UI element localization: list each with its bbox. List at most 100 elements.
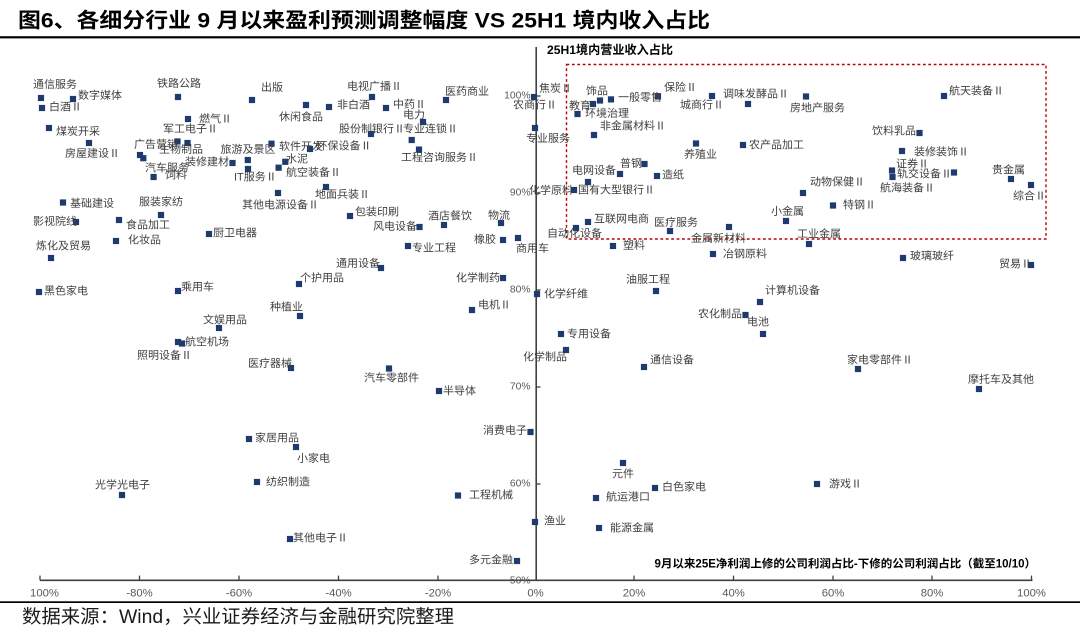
svg-text:能源金属: 能源金属	[610, 522, 654, 535]
svg-text:化学纤维: 化学纤维	[544, 288, 588, 301]
svg-text:塑料: 塑料	[623, 239, 645, 252]
svg-text:元件: 元件	[612, 468, 634, 481]
svg-text:化学制药: 化学制药	[456, 272, 500, 285]
svg-text:水泥: 水泥	[286, 153, 308, 166]
svg-text:纺织制造: 纺织制造	[266, 476, 310, 489]
svg-text:通信设备: 通信设备	[650, 354, 694, 367]
svg-text:证券Ⅱ: 证券Ⅱ	[896, 158, 929, 171]
svg-text:教育: 教育	[569, 100, 591, 113]
svg-text:照明设备Ⅱ: 照明设备Ⅱ	[137, 349, 192, 362]
svg-text:图6、各细分行业 9 月以来盈利预测调整幅度 VS 25H1: 图6、各细分行业 9 月以来盈利预测调整幅度 VS 25H1 境内收入占比	[18, 9, 710, 33]
svg-text:电视广播Ⅱ: 电视广播Ⅱ	[347, 80, 402, 93]
svg-text:小金属: 小金属	[771, 205, 804, 218]
svg-text:个护用品: 个护用品	[300, 272, 344, 285]
svg-text:100%: 100%	[1017, 588, 1046, 600]
svg-text:厨卫电器: 厨卫电器	[213, 227, 257, 240]
svg-text:风电设备: 风电设备	[373, 220, 417, 233]
svg-text:-80%: -80%	[126, 588, 152, 600]
svg-text:股份制银行Ⅱ: 股份制银行Ⅱ	[339, 123, 405, 136]
svg-text:白色家电: 白色家电	[662, 481, 706, 494]
svg-text:影视院线: 影视院线	[33, 215, 77, 228]
svg-text:饲料: 饲料	[165, 169, 187, 182]
svg-text:医疗器械: 医疗器械	[248, 357, 292, 370]
svg-text:一般零售: 一般零售	[618, 91, 662, 104]
svg-text:酒店餐饮: 酒店餐饮	[428, 210, 472, 223]
svg-text:冶钢原料: 冶钢原料	[723, 248, 767, 261]
svg-text:化妆品: 化妆品	[128, 234, 161, 247]
svg-text:普钢: 普钢	[620, 157, 642, 170]
svg-text:光学光电子: 光学光电子	[95, 479, 150, 492]
svg-text:IT服务Ⅱ: IT服务Ⅱ	[234, 171, 277, 184]
svg-text:装修装饰Ⅱ: 装修装饰Ⅱ	[914, 146, 969, 159]
svg-text:广告营销: 广告营销	[134, 138, 178, 151]
svg-text:工程机械: 工程机械	[469, 489, 513, 502]
svg-text:渔业: 渔业	[544, 515, 566, 528]
svg-text:电网设备: 电网设备	[572, 164, 616, 177]
svg-text:玻璃玻纤: 玻璃玻纤	[910, 250, 954, 263]
svg-text:0%: 0%	[527, 588, 543, 600]
svg-text:-60%: -60%	[226, 588, 252, 600]
svg-text:软件开发: 软件开发	[279, 140, 323, 153]
svg-text:非金属材料Ⅱ: 非金属材料Ⅱ	[600, 120, 666, 133]
svg-text:专业工程: 专业工程	[412, 242, 456, 255]
svg-text:农化制品: 农化制品	[698, 308, 742, 321]
svg-text:数字媒体: 数字媒体	[78, 89, 122, 102]
svg-text:饰品: 饰品	[586, 85, 608, 98]
svg-text:铁路公路: 铁路公路	[157, 77, 201, 90]
svg-text:医药商业: 医药商业	[445, 85, 489, 98]
svg-text:贸易Ⅱ: 贸易Ⅱ	[999, 258, 1032, 271]
svg-text:100%: 100%	[504, 91, 530, 102]
svg-text:物流: 物流	[488, 209, 510, 222]
svg-text:医疗服务: 医疗服务	[654, 216, 698, 229]
svg-text:汽车服务: 汽车服务	[145, 162, 189, 175]
svg-text:包装印刷: 包装印刷	[355, 206, 399, 219]
svg-text:金属新材料: 金属新材料	[691, 232, 746, 245]
svg-text:消费电子: 消费电子	[483, 424, 527, 437]
svg-text:工业金属: 工业金属	[797, 228, 841, 241]
svg-text:旅游及景区: 旅游及景区	[221, 143, 276, 156]
svg-text:炼化及贸易: 炼化及贸易	[36, 240, 91, 253]
svg-text:游戏Ⅱ: 游戏Ⅱ	[829, 478, 862, 491]
svg-text:半导体: 半导体	[443, 385, 476, 398]
svg-text:房屋建设Ⅱ: 房屋建设Ⅱ	[65, 147, 120, 160]
svg-text:航天装备Ⅱ: 航天装备Ⅱ	[949, 85, 1004, 98]
svg-text:文娱用品: 文娱用品	[203, 314, 247, 327]
svg-text:互联网电商: 互联网电商	[594, 213, 649, 226]
svg-text:食品加工: 食品加工	[126, 219, 170, 232]
svg-text:房地产服务: 房地产服务	[790, 102, 845, 115]
svg-text:电力: 电力	[403, 109, 425, 122]
svg-text:休闲食品: 休闲食品	[279, 111, 323, 124]
svg-text:其他电源设备Ⅱ: 其他电源设备Ⅱ	[242, 199, 319, 212]
svg-text:航空机场: 航空机场	[185, 336, 229, 349]
svg-text:通信服务: 通信服务	[33, 78, 77, 91]
svg-text:化学制品: 化学制品	[523, 351, 567, 364]
svg-text:农商行Ⅱ: 农商行Ⅱ	[513, 99, 557, 112]
svg-text:电池: 电池	[747, 316, 769, 329]
svg-text:80%: 80%	[921, 588, 944, 600]
svg-text:摩托车及其他: 摩托车及其他	[968, 373, 1034, 386]
svg-text:数据来源：Wind，兴业证券经济与金融研究院整理: 数据来源：Wind，兴业证券经济与金融研究院整理	[22, 606, 454, 628]
svg-text:40%: 40%	[722, 588, 745, 600]
svg-text:80%: 80%	[510, 285, 531, 296]
svg-text:调味发酵品Ⅱ: 调味发酵品Ⅱ	[723, 88, 789, 101]
svg-text:养殖业: 养殖业	[684, 148, 717, 161]
svg-text:白酒Ⅱ: 白酒Ⅱ	[49, 101, 82, 114]
svg-text:工程咨询服务Ⅱ: 工程咨询服务Ⅱ	[401, 151, 478, 164]
svg-text:服装家纺: 服装家纺	[139, 196, 183, 209]
svg-text:焦炭Ⅱ: 焦炭Ⅱ	[539, 82, 572, 95]
svg-text:-40%: -40%	[325, 588, 351, 600]
svg-text:家电零部件Ⅱ: 家电零部件Ⅱ	[847, 354, 913, 367]
svg-text:商用车: 商用车	[516, 242, 549, 255]
svg-text:60%: 60%	[510, 479, 531, 490]
svg-text:油服工程: 油服工程	[626, 273, 670, 286]
svg-text:环保设备Ⅱ: 环保设备Ⅱ	[317, 140, 372, 153]
svg-text:100%: 100%	[30, 588, 59, 600]
svg-text:中药Ⅱ: 中药Ⅱ	[393, 98, 426, 111]
svg-text:橡胶: 橡胶	[474, 233, 496, 246]
svg-text:专业服务: 专业服务	[526, 132, 570, 145]
svg-text:航运港口: 航运港口	[606, 491, 650, 504]
svg-text:出版: 出版	[261, 81, 283, 94]
svg-text:黑色家电: 黑色家电	[44, 285, 88, 298]
svg-text:基础建设: 基础建设	[70, 197, 114, 210]
svg-text:国有大型银行Ⅱ: 国有大型银行Ⅱ	[578, 184, 655, 197]
